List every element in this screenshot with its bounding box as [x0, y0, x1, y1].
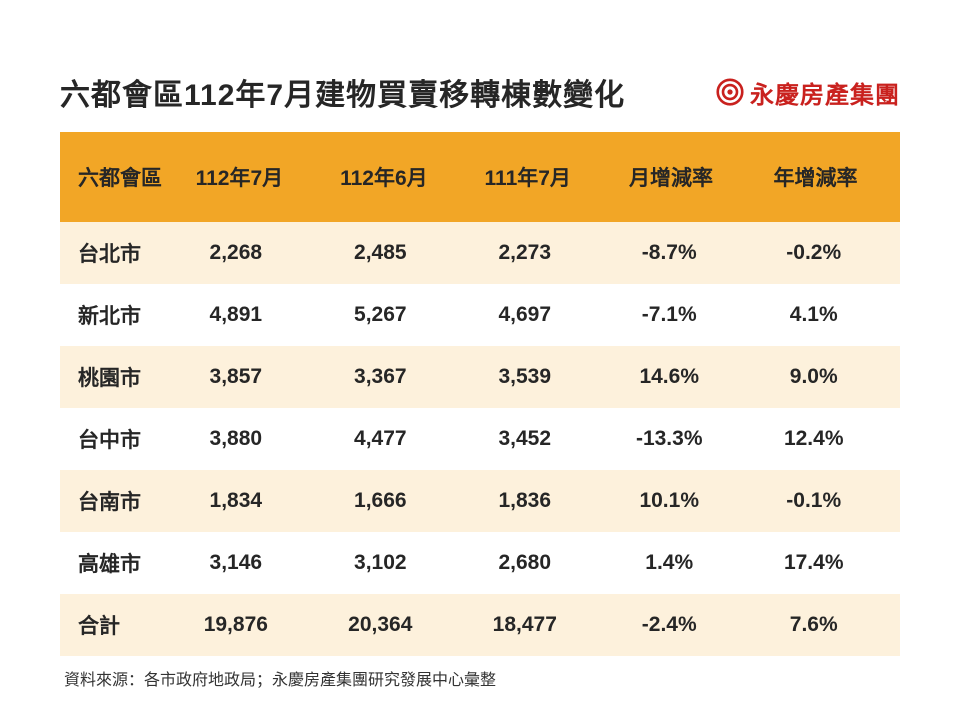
cell-mom: -7.1%: [611, 284, 755, 346]
table-row: 高雄市3,1463,1022,6801.4%17.4%: [60, 532, 900, 594]
cell-yoy: -0.1%: [755, 470, 900, 532]
cell-v1: 3,857: [178, 346, 322, 408]
source-note: 資料來源：各市政府地政局；永慶房產集團研究發展中心彙整: [60, 666, 900, 690]
cell-yoy: 7.6%: [755, 594, 900, 656]
cell-v1: 19,876: [178, 594, 322, 656]
col-header: 六都會區: [60, 132, 178, 222]
table-row: 台南市1,8341,6661,83610.1%-0.1%: [60, 470, 900, 532]
cell-yoy: 17.4%: [755, 532, 900, 594]
col-header: 112年6月: [322, 132, 466, 222]
cell-mom: -2.4%: [611, 594, 755, 656]
cell-mom: -8.7%: [611, 222, 755, 284]
cell-mom: 14.6%: [611, 346, 755, 408]
table-row: 台北市2,2682,4852,273-8.7%-0.2%: [60, 222, 900, 284]
col-header: 111年7月: [467, 132, 611, 222]
cell-v1: 3,146: [178, 532, 322, 594]
brand: 永慶房產集團: [716, 75, 900, 110]
cell-yoy: -0.2%: [755, 222, 900, 284]
cell-v3: 3,539: [467, 346, 611, 408]
table-row: 新北市4,8915,2674,697-7.1%4.1%: [60, 284, 900, 346]
cell-v1: 4,891: [178, 284, 322, 346]
cell-v2: 3,102: [322, 532, 466, 594]
cell-v2: 3,367: [322, 346, 466, 408]
brand-name: 永慶房產集團: [750, 75, 900, 110]
cell-city: 合計: [60, 594, 178, 656]
table-row: 台中市3,8804,4773,452-13.3%12.4%: [60, 408, 900, 470]
cell-v3: 2,680: [467, 532, 611, 594]
cell-v1: 2,268: [178, 222, 322, 284]
cell-v1: 3,880: [178, 408, 322, 470]
cell-city: 台中市: [60, 408, 178, 470]
cell-yoy: 4.1%: [755, 284, 900, 346]
cell-v2: 20,364: [322, 594, 466, 656]
cell-city: 高雄市: [60, 532, 178, 594]
table-row: 合計19,87620,36418,477-2.4%7.6%: [60, 594, 900, 656]
cell-v2: 5,267: [322, 284, 466, 346]
cell-v3: 18,477: [467, 594, 611, 656]
cell-v2: 4,477: [322, 408, 466, 470]
data-table: 六都會區 112年7月 112年6月 111年7月 月增減率 年增減率 台北市2…: [60, 132, 900, 656]
page-title: 六都會區112年7月建物買賣移轉棟數變化: [60, 70, 625, 114]
cell-yoy: 12.4%: [755, 408, 900, 470]
cell-mom: 1.4%: [611, 532, 755, 594]
cell-v3: 3,452: [467, 408, 611, 470]
col-header: 112年7月: [178, 132, 322, 222]
cell-city: 桃園市: [60, 346, 178, 408]
cell-v2: 1,666: [322, 470, 466, 532]
table-row: 桃園市3,8573,3673,53914.6%9.0%: [60, 346, 900, 408]
cell-city: 台北市: [60, 222, 178, 284]
col-header: 月增減率: [611, 132, 755, 222]
cell-v1: 1,834: [178, 470, 322, 532]
brand-logo-icon: [716, 78, 744, 106]
cell-v3: 2,273: [467, 222, 611, 284]
col-header: 年增減率: [755, 132, 900, 222]
cell-v3: 4,697: [467, 284, 611, 346]
header-row: 六都會區112年7月建物買賣移轉棟數變化 永慶房產集團: [60, 70, 900, 114]
cell-v3: 1,836: [467, 470, 611, 532]
cell-city: 新北市: [60, 284, 178, 346]
cell-city: 台南市: [60, 470, 178, 532]
cell-yoy: 9.0%: [755, 346, 900, 408]
table-header-row: 六都會區 112年7月 112年6月 111年7月 月增減率 年增減率: [60, 132, 900, 222]
cell-mom: 10.1%: [611, 470, 755, 532]
cell-mom: -13.3%: [611, 408, 755, 470]
cell-v2: 2,485: [322, 222, 466, 284]
